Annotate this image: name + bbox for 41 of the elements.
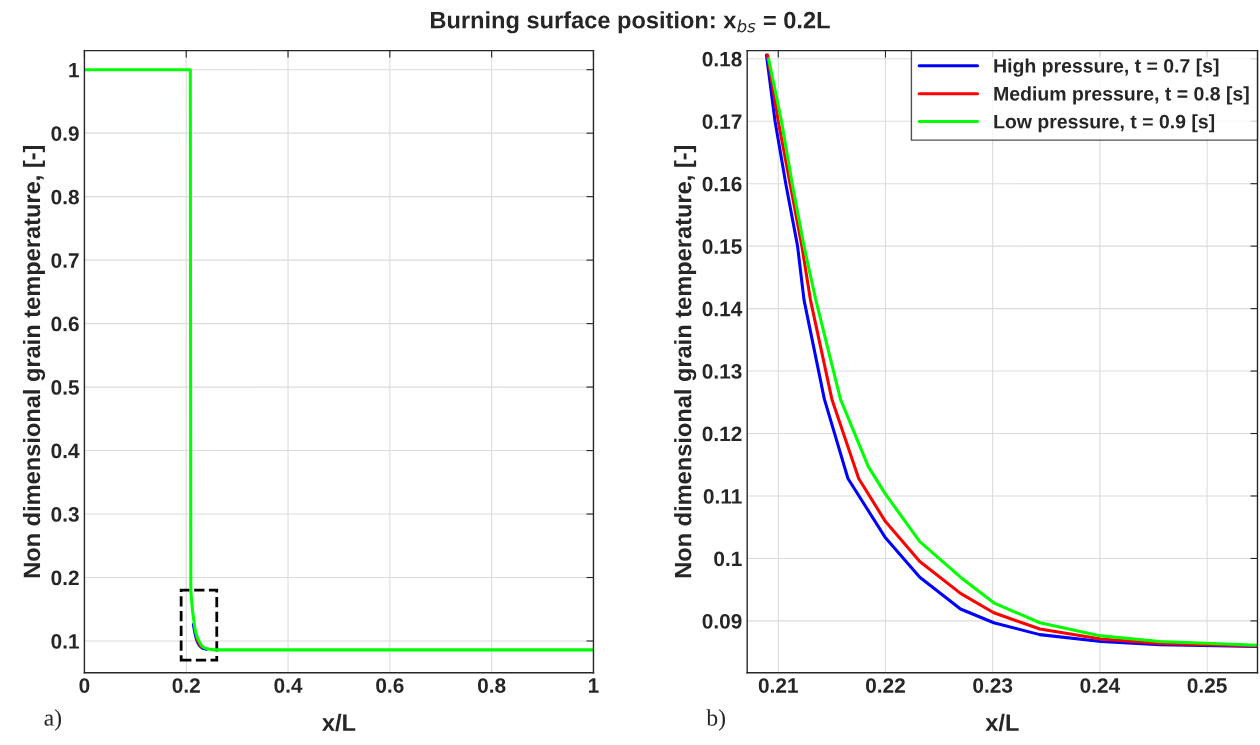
x-axis-title: x/L [322, 713, 356, 732]
x-tick-label: 0.25 [1187, 678, 1227, 693]
y-tick-label: 0.09 [702, 613, 742, 629]
y-tick-label: 0.1 [51, 634, 79, 649]
y-tick-label: 0.16 [702, 176, 742, 192]
y-tick-label: 1 [69, 62, 79, 78]
x-tick-label: 0.24 [1080, 678, 1121, 693]
x-tick-label: 0.22 [866, 678, 905, 693]
y-tick-label: 0.8 [51, 189, 79, 205]
y-tick-label: 0.17 [702, 114, 742, 129]
y-tick-label: 0.2 [51, 570, 79, 586]
x-axis-title: x/L [985, 713, 1019, 732]
y-tick-label: 0.4 [51, 443, 80, 459]
y-tick-label: 0.11 [703, 488, 742, 504]
x-tick-label: 0.2 [172, 678, 200, 693]
x-tick-label: 0.6 [376, 678, 404, 693]
text: a) [44, 709, 61, 731]
y-tick-label: 0.6 [51, 316, 79, 332]
text: High pressure, t = 0.7 [s] [994, 58, 1219, 77]
y-tick-label: 0.13 [702, 364, 742, 379]
y-tick-label: 0.18 [702, 51, 742, 67]
y-axis-title: Non dimensional grain temperature, [-] [22, 145, 46, 578]
x-tick-label: 0.21 [758, 678, 798, 693]
text: b) [706, 709, 725, 731]
x-tick-label: 1 [588, 678, 599, 693]
y-axis-title: Non dimensional grain temperature, [-] [674, 145, 697, 578]
y-tick-label: 0.3 [51, 507, 79, 522]
x-tick-label: 0 [79, 678, 90, 693]
y-tick-label: 0.7 [51, 253, 79, 268]
y-tick-label: 0.15 [702, 239, 742, 254]
x-tick-label: 0.23 [973, 678, 1013, 693]
y-tick-label: 0.12 [702, 426, 742, 442]
chart-title: Burning surface position: x$_{bs}$ = 0.2L [431, 11, 830, 34]
y-tick-label: 0.9 [51, 126, 79, 141]
legend-label: Medium pressure, t = 0.8 [s] [994, 86, 1249, 105]
legend-label: Low pressure, t = 0.9 [s] [994, 114, 1215, 133]
y-tick-label: 0.1 [714, 551, 742, 567]
x-tick-label: 0.4 [274, 678, 303, 693]
y-tick-label: 0.5 [51, 380, 79, 395]
y-tick-label: 0.14 [702, 301, 743, 317]
x-tick-label: 0.8 [478, 678, 506, 693]
